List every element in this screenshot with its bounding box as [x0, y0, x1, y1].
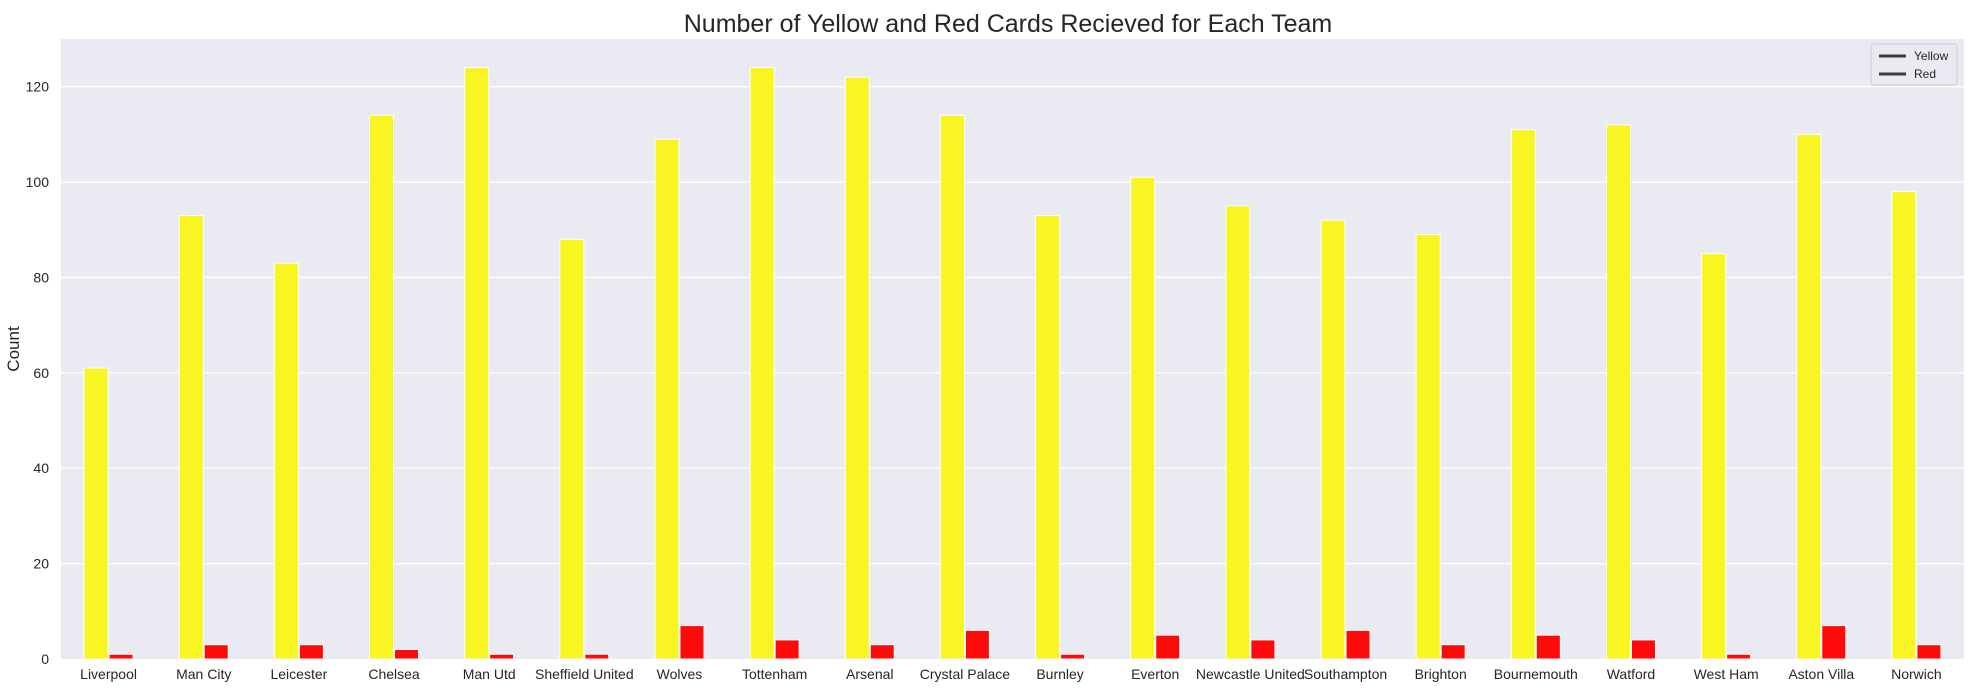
- x-tick-label: Sheffield United: [535, 666, 634, 682]
- y-tick-label: 60: [33, 365, 49, 381]
- bar-red-chelsea: [394, 648, 420, 660]
- bar-red-everton: [1155, 634, 1181, 660]
- x-axis-labels: Liverpool Man City Leicester Chelsea Man Utd…: [80, 666, 1942, 682]
- x-tick-label: Leicester: [270, 666, 327, 682]
- bar-red-burnley: [1060, 653, 1086, 660]
- bar-red-newcastle-united: [1250, 639, 1276, 660]
- bar-red-wolves: [679, 625, 705, 660]
- bar-yellow-crystal-palace: [939, 114, 965, 660]
- bar-yellow-chelsea: [369, 114, 395, 660]
- bar-yellow-southampton: [1320, 219, 1346, 660]
- bar-yellow-man-city: [178, 214, 204, 660]
- bar-yellow-wolves: [654, 138, 680, 660]
- legend-label-yellow: Yellow: [1914, 49, 1949, 63]
- y-tick-label: 100: [26, 174, 50, 190]
- x-tick-label: Watford: [1607, 666, 1656, 682]
- bar-red-crystal-palace: [964, 629, 990, 660]
- chart-title: Number of Yellow and Red Cards Recieved …: [684, 10, 1333, 38]
- x-tick-label: Wolves: [657, 666, 703, 682]
- bar-yellow-bournemouth: [1510, 129, 1536, 660]
- bar-red-man-utd: [489, 653, 515, 660]
- x-tick-label: Tottenham: [742, 666, 807, 682]
- bar-red-west-ham: [1726, 653, 1752, 660]
- x-tick-label: Man City: [176, 666, 231, 682]
- x-tick-label: Arsenal: [846, 666, 893, 682]
- bar-red-aston-villa: [1821, 625, 1847, 660]
- bar-yellow-watford: [1605, 124, 1631, 660]
- bar-red-man-city: [203, 644, 229, 660]
- y-axis-ticks: 0 20 40 60 80 100 120: [26, 79, 50, 667]
- x-tick-label: Brighton: [1415, 666, 1467, 682]
- bar-yellow-aston-villa: [1796, 133, 1822, 660]
- y-tick-label: 80: [33, 269, 49, 285]
- bar-yellow-sheffield-united: [559, 238, 585, 660]
- x-tick-label: Liverpool: [80, 666, 137, 682]
- bar-red-leicester: [298, 644, 324, 660]
- bar-yellow-tottenham: [749, 67, 775, 660]
- y-tick-label: 0: [41, 651, 49, 667]
- bar-red-sheffield-united: [584, 653, 610, 660]
- x-tick-label: Burnley: [1036, 666, 1083, 682]
- bar-yellow-norwich: [1891, 191, 1917, 660]
- x-tick-label: Man Utd: [463, 666, 516, 682]
- plot-area: [61, 39, 1964, 659]
- bar-red-liverpool: [108, 653, 134, 660]
- bar-yellow-burnley: [1035, 214, 1061, 660]
- x-tick-label: Southampton: [1304, 666, 1387, 682]
- x-tick-label: Crystal Palace: [920, 666, 1010, 682]
- y-axis-title: Count: [4, 326, 23, 372]
- y-tick-label: 40: [33, 460, 49, 476]
- bar-yellow-arsenal: [844, 76, 870, 660]
- x-tick-label: Aston Villa: [1788, 666, 1854, 682]
- legend: Yellow Red: [1870, 43, 1958, 86]
- x-tick-label: West Ham: [1694, 666, 1759, 682]
- bar-yellow-west-ham: [1701, 253, 1727, 660]
- x-tick-label: Newcastle United: [1196, 666, 1305, 682]
- bar-red-brighton: [1440, 644, 1466, 660]
- bar-yellow-everton: [1130, 176, 1156, 660]
- bar-yellow-newcastle-united: [1225, 205, 1251, 660]
- bar-red-tottenham: [774, 639, 800, 660]
- x-tick-label: Bournemouth: [1494, 666, 1578, 682]
- bar-red-bournemouth: [1535, 634, 1561, 660]
- bar-red-norwich: [1916, 644, 1942, 660]
- bar-yellow-man-utd: [464, 67, 490, 660]
- bar-red-southampton: [1345, 629, 1371, 660]
- x-tick-label: Norwich: [1891, 666, 1942, 682]
- y-tick-label: 20: [33, 556, 49, 572]
- bar-red-arsenal: [869, 644, 895, 660]
- bars: [83, 67, 1942, 660]
- x-tick-label: Everton: [1131, 666, 1179, 682]
- legend-label-red: Red: [1914, 67, 1936, 81]
- bar-yellow-leicester: [273, 262, 299, 660]
- bar-yellow-liverpool: [83, 367, 109, 660]
- x-tick-label: Chelsea: [368, 666, 420, 682]
- y-tick-label: 120: [26, 79, 50, 95]
- bar-red-watford: [1630, 639, 1656, 660]
- bar-yellow-brighton: [1415, 234, 1441, 660]
